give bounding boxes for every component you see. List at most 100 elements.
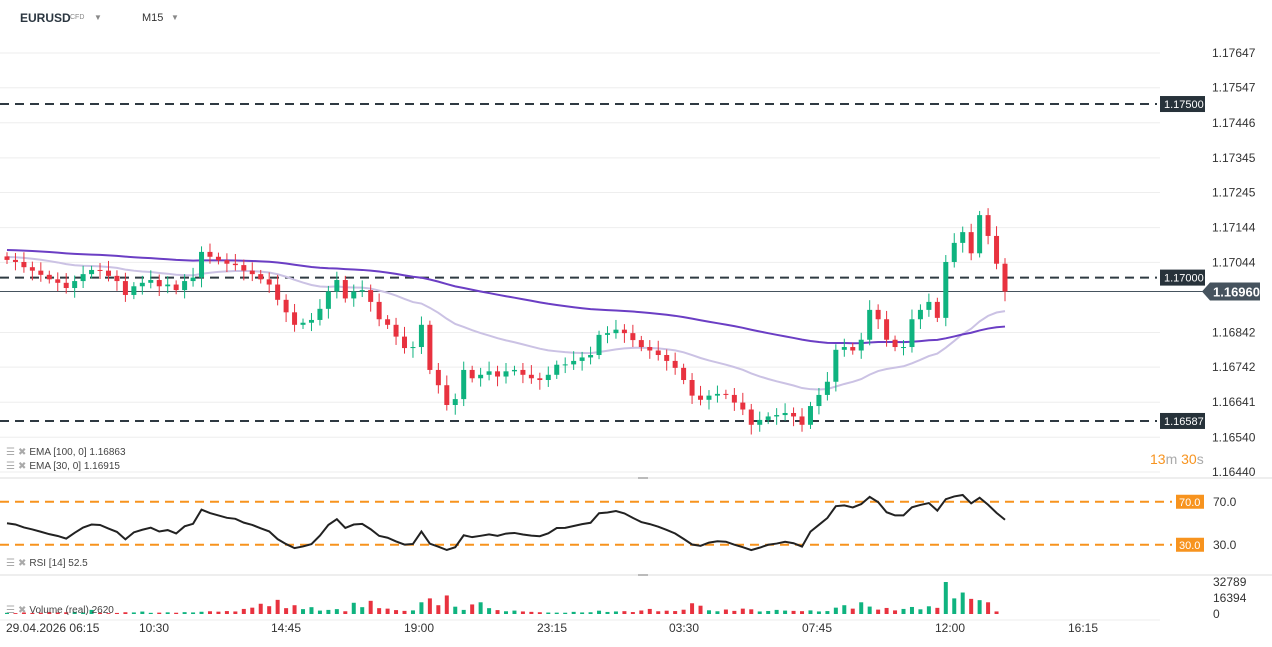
candle-down: [156, 280, 162, 287]
candle-up: [926, 301, 932, 310]
price-tick-label: 1.16842: [1212, 325, 1256, 339]
volume-bar: [732, 610, 737, 614]
candle-down: [672, 360, 678, 368]
menu-icon[interactable]: ☰: [6, 605, 15, 616]
volume-bar: [258, 603, 263, 614]
close-icon[interactable]: ✖: [17, 558, 27, 569]
symbol-selector[interactable]: EURUSD: [20, 11, 71, 25]
volume-bar: [969, 598, 974, 614]
volume-bar: [199, 611, 204, 614]
volume-bar: [487, 608, 492, 614]
candle-up: [131, 286, 137, 295]
volume-bar: [351, 602, 356, 614]
volume-bar: [385, 608, 390, 614]
close-icon[interactable]: ✖: [17, 447, 27, 458]
volume-bar: [301, 609, 306, 614]
price-tick-label: 1.16742: [1212, 360, 1256, 374]
candle-down: [21, 261, 27, 268]
candle-up: [960, 232, 966, 243]
ema100-legend: ☰ ✖ EMA [100, 0] 1.16863: [6, 447, 126, 458]
volume-bar: [427, 598, 432, 614]
rsi-axis-label: 30.0: [1213, 538, 1237, 552]
volume-bar: [715, 611, 720, 614]
candle-down: [520, 369, 526, 375]
candle-up: [190, 277, 196, 282]
candle-down: [934, 301, 940, 318]
candle-up: [579, 357, 585, 361]
candle-down: [740, 402, 746, 410]
volume-bar: [673, 611, 678, 614]
pane-resize-handle[interactable]: [638, 477, 648, 479]
candle-down: [435, 369, 441, 386]
candle-down: [215, 256, 221, 261]
time-label: 23:15: [537, 621, 568, 635]
volume-bar: [986, 602, 991, 614]
candle-down: [892, 339, 898, 348]
volume-bar: [89, 609, 94, 614]
volume-bar: [444, 595, 449, 614]
volume-bar: [647, 608, 652, 614]
candle-up: [80, 274, 86, 282]
ema30-line: [6, 255, 1006, 391]
volume-bar: [816, 611, 821, 614]
volume-bar: [876, 609, 881, 614]
close-icon[interactable]: ✖: [17, 605, 27, 616]
pane-resize-handle[interactable]: [638, 574, 648, 576]
volume-bar: [72, 611, 77, 614]
candle-down: [638, 340, 644, 348]
candle-up: [72, 281, 78, 289]
volume-bar: [470, 604, 475, 614]
volume-bar: [757, 611, 762, 614]
volume-bar: [174, 612, 179, 614]
volume-bar: [309, 607, 314, 614]
candle-down: [799, 416, 805, 425]
level-price-label: 1.17000: [1164, 273, 1204, 285]
candle-up: [418, 324, 424, 348]
candle-down: [698, 395, 704, 400]
candle-down: [97, 269, 103, 271]
candle-down: [647, 347, 653, 351]
menu-icon[interactable]: ☰: [6, 447, 15, 458]
volume-bar: [926, 606, 931, 614]
volume-bar: [98, 612, 103, 614]
timeframe-chevron-down-icon[interactable]: ▼: [171, 13, 179, 22]
volume-bar: [977, 600, 982, 614]
volume-bar: [343, 611, 348, 614]
close-icon[interactable]: ✖: [17, 461, 27, 472]
volume-bar: [537, 612, 542, 614]
volume-bar: [960, 592, 965, 614]
current-price-label: 1.16960: [1213, 284, 1260, 299]
candle-down: [63, 282, 69, 289]
candle-up: [596, 334, 602, 356]
volume-bar: [766, 610, 771, 614]
volume-bar: [394, 610, 399, 614]
volume-label: Volume (real) 2620: [29, 605, 114, 616]
candle-down: [850, 347, 856, 351]
price-tick-label: 1.16440: [1212, 465, 1256, 479]
price-tick-label: 1.17345: [1212, 151, 1256, 165]
candle-down: [621, 329, 627, 334]
menu-icon[interactable]: ☰: [6, 558, 15, 569]
candle-down: [664, 355, 670, 361]
volume-bar: [216, 611, 221, 614]
volume-bar: [38, 612, 43, 614]
volume-bar: [664, 610, 669, 614]
candle-up: [325, 291, 331, 309]
candle-down: [122, 281, 128, 295]
level-price-label: 1.16587: [1164, 416, 1204, 428]
candle-up: [714, 393, 720, 396]
menu-icon[interactable]: ☰: [6, 461, 15, 472]
candle-down: [994, 235, 1000, 264]
rsi-band-tag: [1176, 494, 1204, 509]
volume-bar: [326, 609, 331, 614]
candle-down: [985, 215, 991, 236]
ema100-line: [6, 249, 1006, 345]
candle-up: [308, 319, 314, 323]
candle-up: [461, 369, 467, 400]
timeframe-selector[interactable]: M15: [142, 12, 164, 24]
candle-up: [706, 395, 712, 400]
symbol-chevron-down-icon[interactable]: ▼: [94, 13, 102, 22]
rsi-band-tag-label: 70.0: [1179, 497, 1200, 509]
candle-down: [232, 263, 238, 266]
